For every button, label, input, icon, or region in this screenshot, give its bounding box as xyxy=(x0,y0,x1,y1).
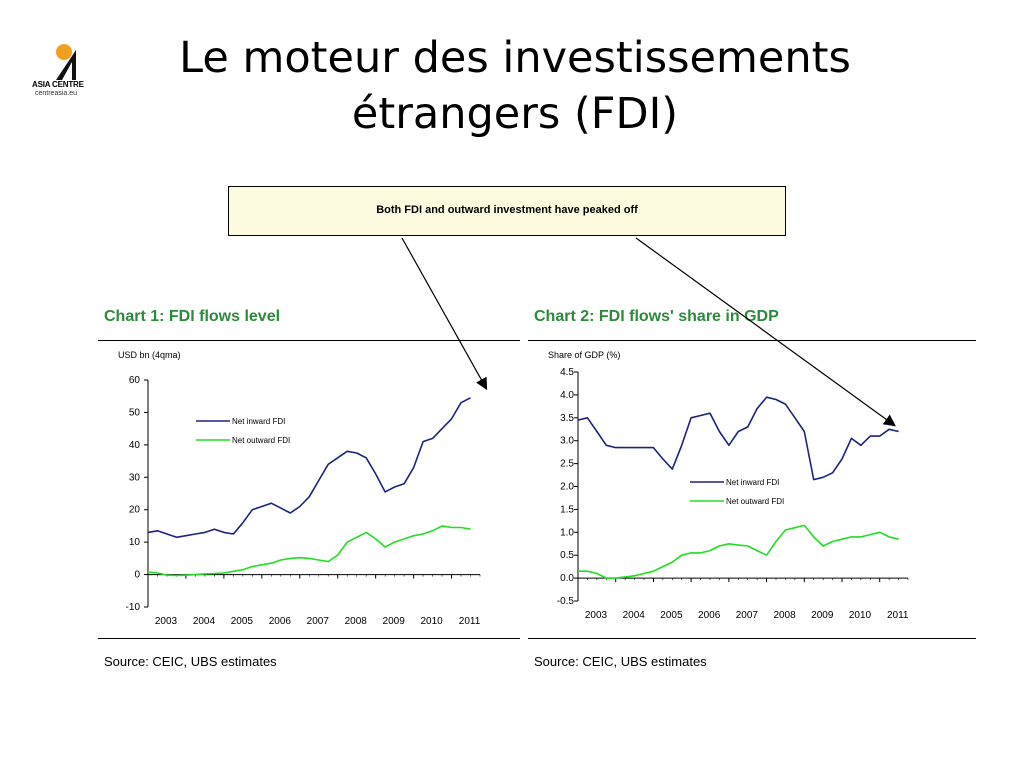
chart-2-top-rule xyxy=(528,340,976,341)
chart-1-x-tick-label: 2010 xyxy=(420,616,443,627)
chart-1-x-tick-label: 2011 xyxy=(459,616,481,627)
chart-2-x-tick-label: 2008 xyxy=(773,610,796,621)
chart-1-bottom-rule xyxy=(98,638,520,639)
chart-1-source: Source: CEIC, UBS estimates xyxy=(104,654,277,669)
chart-2-y-axis-title: Share of GDP (%) xyxy=(548,350,620,360)
chart-2-legend-label: Net inward FDI xyxy=(726,478,779,487)
callout-text: Both FDI and outward investment have pea… xyxy=(376,204,638,216)
chart-1-y-tick-label: 60 xyxy=(129,375,141,386)
chart-1-y-tick-label: -10 xyxy=(126,602,141,613)
chart-1-x-tick-label: 2007 xyxy=(307,616,330,627)
chart-2-x-tick-label: 2006 xyxy=(698,610,721,621)
chart-1-legend-label: Net outward FDI xyxy=(232,436,290,445)
chart-1-series-inward-line xyxy=(147,397,471,539)
chart-2-x-tick-label: 2011 xyxy=(887,610,909,621)
chart-1-y-tick-label: 40 xyxy=(129,440,141,451)
chart-2-y-tick-label: 4.5 xyxy=(560,367,574,378)
chart-1-series-outward-line xyxy=(147,525,471,577)
logo-url: centreasia.eu xyxy=(35,90,78,97)
chart-2-y-tick-label: 3.5 xyxy=(560,413,574,424)
callout-arrow-1 xyxy=(401,237,488,391)
slide-title-line-2: étrangers (FDI) xyxy=(351,89,679,139)
slide-title-line-1: Le moteur des investissements xyxy=(179,33,851,83)
chart-2-x-tick-label: 2005 xyxy=(660,610,683,621)
chart-2-x-tick-label: 2003 xyxy=(585,610,608,621)
chart-1-y-tick-label: 0 xyxy=(134,570,140,581)
logo-name: ASIA CENTRE xyxy=(32,80,84,89)
chart-2-x-tick-label: 2004 xyxy=(623,610,646,621)
chart-1-x-tick-label: 2004 xyxy=(193,616,216,627)
chart-1-y-axis-title: USD bn (4qma) xyxy=(118,350,181,360)
chart-2-y-tick-label: 1.0 xyxy=(560,527,574,538)
chart-1-y-tick-label: 30 xyxy=(129,472,141,483)
chart-2-x-tick-label: 2010 xyxy=(849,610,872,621)
chart-2-legend-label: Net outward FDI xyxy=(726,497,784,506)
chart-1-y-tick-label: 50 xyxy=(129,407,141,418)
chart-1-y-tick-label: 20 xyxy=(129,505,141,516)
chart-1-x-tick-label: 2008 xyxy=(345,616,368,627)
chart-1-y-tick-label: 10 xyxy=(129,537,141,548)
chart-1-x-tick-label: 2009 xyxy=(383,616,406,627)
chart-1-top-rule xyxy=(98,340,520,341)
chart-2-heading: Chart 2: FDI flows' share in GDP xyxy=(534,308,779,325)
chart-2-series-outward-line xyxy=(578,524,899,579)
chart-1-legend-label: Net inward FDI xyxy=(232,417,285,426)
asia-centre-logo: ASIA CENTRE centreasia.eu xyxy=(32,40,102,106)
chart-2-y-tick-label: 0.0 xyxy=(560,573,574,584)
chart-2-x-tick-label: 2009 xyxy=(811,610,834,621)
chart-2-y-tick-label: 4.0 xyxy=(560,390,574,401)
chart-2-source: Source: CEIC, UBS estimates xyxy=(534,654,707,669)
chart-2-y-tick-label: 2.5 xyxy=(560,459,574,470)
slide-title: Le moteur des investissements étrangers … xyxy=(140,30,890,142)
chart-2-bottom-rule xyxy=(528,638,976,639)
chart-1-x-tick-label: 2003 xyxy=(155,616,178,627)
chart-2-y-tick-label: 3.0 xyxy=(560,436,574,447)
chart-1-heading: Chart 1: FDI flows level xyxy=(104,308,281,325)
chart-2-y-tick-label: 2.0 xyxy=(560,482,574,493)
chart-1-x-tick-label: 2006 xyxy=(269,616,292,627)
callout-box: Both FDI and outward investment have pea… xyxy=(228,186,786,236)
chart-2-y-tick-label: 0.5 xyxy=(560,550,574,561)
logo-mark-icon xyxy=(56,44,76,80)
chart-1-x-tick-label: 2005 xyxy=(231,616,254,627)
chart-2-y-tick-label: -0.5 xyxy=(557,596,575,607)
chart-2-y-tick-label: 1.5 xyxy=(560,504,574,515)
callout-arrow-2 xyxy=(635,237,896,427)
chart-2-series-inward-line xyxy=(577,396,899,481)
chart-2-x-tick-label: 2007 xyxy=(736,610,759,621)
